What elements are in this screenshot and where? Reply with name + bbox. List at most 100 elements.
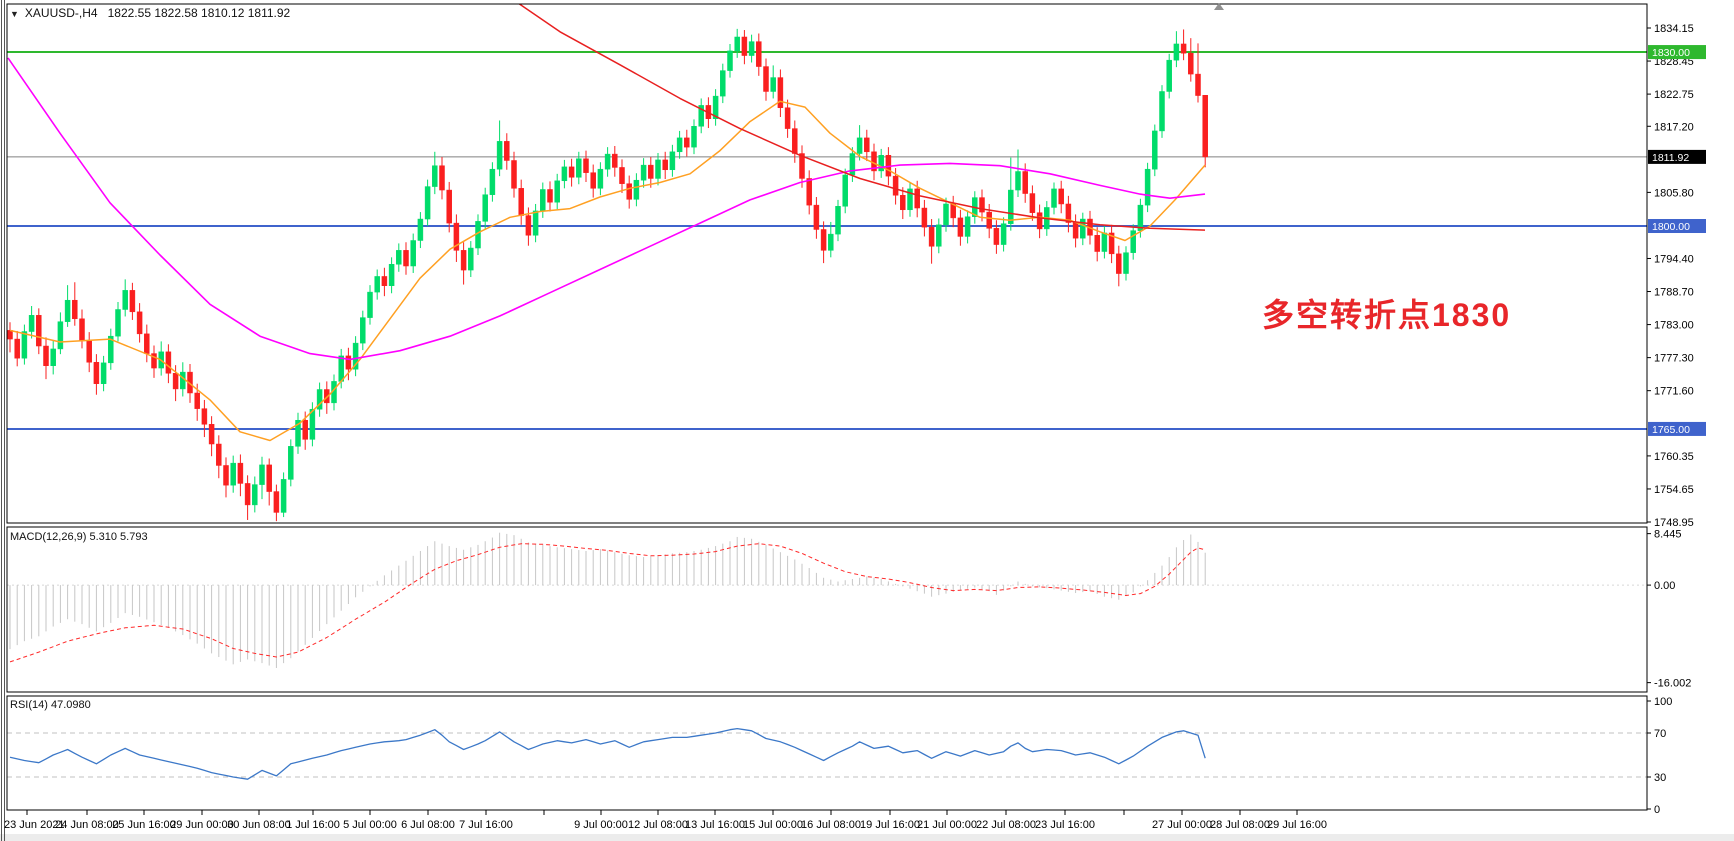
candle	[655, 159, 661, 179]
candle	[684, 137, 690, 148]
time-tick-label: 21 Jul 00:00	[917, 819, 977, 831]
candle	[784, 107, 791, 129]
candle	[532, 210, 539, 236]
window-bottom-strip	[0, 834, 1734, 841]
candle	[381, 276, 388, 286]
price-marker-label: 1811.92	[1652, 152, 1689, 164]
candle	[504, 141, 510, 161]
price-tick-label: 1822.75	[1654, 89, 1694, 101]
candle	[576, 158, 582, 178]
price-marker-chip	[1648, 45, 1706, 60]
candle	[878, 155, 884, 172]
symbol-timeframe-label: XAUUSD-,H4	[24, 6, 98, 20]
price-marker-label: 1830.00	[1652, 47, 1690, 59]
candle	[727, 50, 733, 71]
candle	[129, 290, 136, 313]
candle	[50, 348, 56, 366]
candle	[820, 229, 827, 251]
collapse-indicator-icon[interactable]: ▼	[10, 9, 19, 19]
ma-slow-magenta-line	[7, 57, 1206, 361]
ma-long-red-line	[518, 4, 1206, 231]
rsi-axis-label: 70	[1654, 728, 1666, 740]
time-tick-label: 29 Jun 00:00	[170, 819, 234, 831]
candle	[547, 189, 553, 203]
candle	[302, 419, 308, 440]
price-tick-label: 1771.60	[1654, 386, 1694, 398]
candle	[237, 462, 244, 484]
price-axis[interactable]: 1834.151828.451822.751817.201805.801794.…	[1647, 23, 1706, 529]
candle	[964, 216, 971, 237]
time-tick-label: 16 Jul 08:00	[801, 819, 861, 831]
macd-axis-label: 8.445	[1654, 529, 1682, 541]
candle	[561, 166, 568, 182]
candle	[1094, 235, 1100, 252]
candle	[1195, 73, 1201, 96]
candle	[756, 41, 762, 67]
candle	[252, 484, 258, 506]
candle	[1065, 203, 1072, 223]
candle	[1058, 188, 1064, 205]
candle	[806, 178, 812, 206]
candle	[136, 311, 143, 335]
chart-text-annotation: 多空转折点1830	[1262, 297, 1512, 333]
candle	[288, 446, 294, 480]
main-chart-area[interactable]	[7, 0, 1647, 522]
candle	[1108, 232, 1115, 255]
macd-axis-label: -16.002	[1654, 678, 1691, 690]
candle	[777, 77, 784, 108]
candle	[424, 186, 431, 220]
candle	[468, 247, 474, 271]
candle	[1080, 218, 1086, 239]
rsi-axis-label: 100	[1654, 696, 1672, 708]
rsi-panel[interactable]: 100 70 30 0	[7, 696, 1672, 816]
candle	[280, 479, 287, 513]
candle	[856, 137, 863, 154]
candle	[28, 315, 35, 332]
price-tick-label: 1748.95	[1654, 517, 1694, 529]
candle	[892, 175, 899, 196]
candle	[1022, 171, 1028, 194]
candle	[1036, 212, 1043, 230]
macd-panel-border	[6, 526, 1648, 693]
candle	[489, 168, 496, 195]
candle	[151, 353, 157, 369]
candle	[79, 318, 85, 342]
candle	[770, 77, 776, 92]
candle	[597, 168, 604, 189]
rsi-axis-label: 0	[1654, 804, 1660, 816]
candle	[792, 128, 798, 154]
ohlc-quote-label: 1822.55 1822.58 1810.12 1811.92	[107, 6, 291, 20]
candle	[14, 338, 20, 359]
candle	[540, 189, 546, 212]
candle	[36, 315, 42, 347]
time-tick-label: 23 Jul 16:00	[1035, 819, 1095, 831]
candle	[619, 167, 625, 184]
macd-panel[interactable]: 8.445 0.00 -16.002	[7, 529, 1691, 690]
candle	[748, 41, 755, 56]
rsi-axis-label: 30	[1654, 772, 1666, 784]
candle	[165, 351, 172, 374]
candle	[57, 321, 64, 350]
candle	[453, 222, 460, 251]
price-tick-label: 1777.30	[1654, 353, 1694, 365]
chart-header[interactable]: ▼ XAUUSD-,H4 1822.55 1822.58 1810.12 1811.…	[10, 6, 290, 20]
candle	[230, 462, 236, 486]
candle	[799, 153, 805, 179]
candle	[1072, 222, 1079, 239]
candle	[612, 153, 618, 168]
chart-shift-marker-icon[interactable]	[1214, 3, 1224, 10]
candle	[367, 291, 373, 318]
candle	[1137, 204, 1144, 231]
candle	[324, 389, 330, 404]
candle	[1202, 95, 1208, 158]
candle	[936, 224, 942, 247]
price-tick-label: 1834.15	[1654, 23, 1694, 35]
candle	[496, 141, 503, 170]
candle	[64, 299, 71, 322]
candle	[1101, 232, 1108, 252]
candle	[86, 340, 92, 363]
candle	[21, 331, 28, 359]
